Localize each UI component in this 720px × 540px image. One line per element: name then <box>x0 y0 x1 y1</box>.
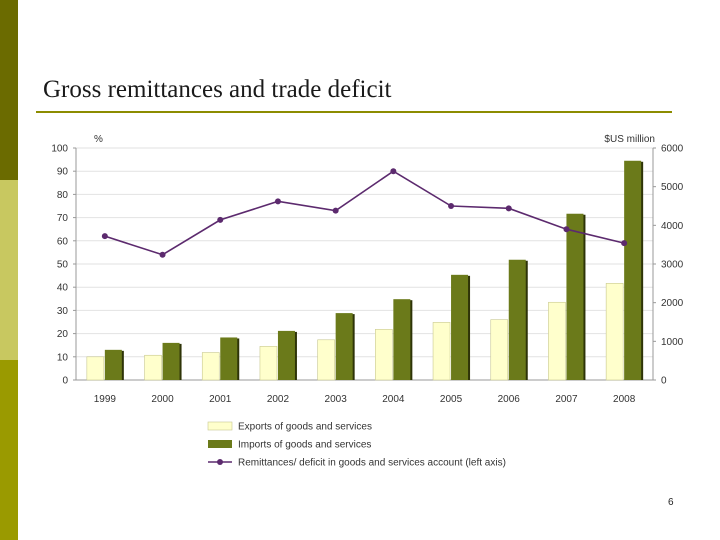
bar-exports <box>432 322 451 381</box>
left-tick-label: 90 <box>57 167 69 178</box>
x-tick-label: 2002 <box>267 394 290 405</box>
bar-imports <box>624 160 642 380</box>
slide-title: Gross remittances and trade deficit <box>43 76 392 103</box>
x-tick-label: 2008 <box>613 394 636 405</box>
bar-exports <box>548 301 566 381</box>
remittances-point <box>332 207 339 214</box>
left-tick-label: 20 <box>57 329 69 340</box>
x-tick-label: 1999 <box>94 394 117 405</box>
left-axis-title: % <box>94 134 103 145</box>
legend-swatch-remittances-dot <box>217 459 223 465</box>
remittances-point <box>448 203 455 209</box>
right-tick-label: 1000 <box>661 337 684 348</box>
bar-exports <box>317 339 335 381</box>
x-tick-label: 2006 <box>498 394 521 405</box>
bar-exports <box>605 283 624 381</box>
left-tick-label: 100 <box>51 144 68 155</box>
remittances-point <box>505 205 512 212</box>
left-tick-label: 80 <box>57 190 69 201</box>
left-tick-label: 50 <box>57 260 69 271</box>
left-tick-label: 60 <box>57 236 69 247</box>
x-tick-label: 2005 <box>440 394 463 405</box>
right-tick-label: 4000 <box>661 221 684 232</box>
bar-imports <box>393 299 411 380</box>
legend-swatch-imports <box>208 440 232 448</box>
left-tick-label: 10 <box>57 352 69 363</box>
legend-label-remittances: Remittances/ deficit in goods and servic… <box>238 458 506 469</box>
x-tick-label: 2007 <box>555 394 578 405</box>
bar-exports <box>144 354 162 381</box>
remittances-point <box>217 216 224 223</box>
bar-imports <box>566 213 584 380</box>
bar-exports <box>375 329 393 381</box>
side-accent-top <box>0 0 18 180</box>
remittances-point <box>390 168 397 175</box>
bar-exports <box>259 346 278 381</box>
right-tick-label: 5000 <box>661 182 684 193</box>
page-number: 6 <box>668 497 674 508</box>
left-tick-label: 30 <box>57 306 69 317</box>
remittances-point <box>274 198 281 205</box>
bar-exports <box>201 352 220 381</box>
right-tick-label: 3000 <box>661 260 684 271</box>
bar-exports <box>86 356 105 381</box>
side-accent-middle <box>0 180 18 360</box>
side-accent-bottom <box>0 360 18 540</box>
x-tick-label: 2000 <box>151 394 174 405</box>
x-tick-label: 2001 <box>209 394 232 405</box>
x-tick-label: 2004 <box>382 394 405 405</box>
left-tick-label: 70 <box>57 213 69 224</box>
title-divider <box>36 111 672 113</box>
left-tick-label: 0 <box>62 376 68 387</box>
bar-imports <box>104 349 122 380</box>
bar-imports <box>451 274 469 380</box>
left-tick-label: 40 <box>57 283 69 294</box>
bar-imports <box>220 337 238 380</box>
x-tick-label: 2003 <box>325 394 348 405</box>
bar-imports <box>335 313 353 380</box>
right-tick-label: 0 <box>661 376 667 387</box>
remittances-line <box>104 170 625 256</box>
remittances-point <box>101 233 108 240</box>
remittances-point <box>621 240 628 247</box>
remittances-chart: 0102030405060708090100010002000300040005… <box>51 134 684 469</box>
right-tick-label: 6000 <box>661 144 684 155</box>
bar-imports <box>508 259 526 380</box>
legend-label-imports: Imports of goods and services <box>238 440 371 451</box>
bar-exports <box>490 319 509 381</box>
right-tick-label: 2000 <box>661 298 684 309</box>
bar-imports <box>162 342 180 380</box>
right-axis-title: $US million <box>604 134 655 145</box>
legend-label-exports: Exports of goods and services <box>238 422 372 433</box>
legend-swatch-exports <box>207 421 233 431</box>
bar-imports <box>277 330 295 380</box>
remittances-point <box>159 251 166 258</box>
remittances-point <box>563 226 570 233</box>
